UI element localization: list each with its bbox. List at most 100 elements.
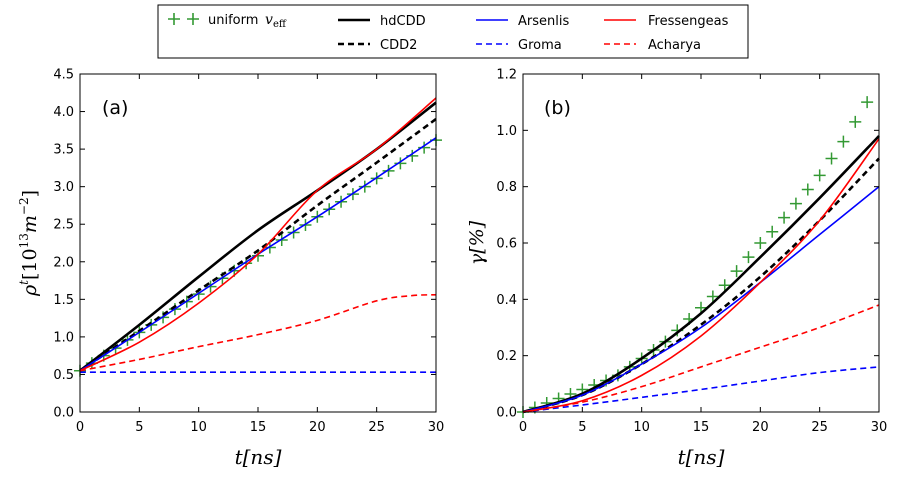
- legend-label-fressengeas: Fressengeas: [648, 14, 729, 29]
- legend-entry-fressengeas: Fressengeas: [604, 14, 729, 29]
- panel-a-xlabel: t[ns]: [235, 445, 282, 469]
- legend-entry-acharya: Acharya: [604, 38, 701, 53]
- panel-a-series-fressengeas: [79, 97, 437, 372]
- panel-b-ticks: 0 5 10 15 20 25 30 0.0 0.2 0.4 0.6 0.8 1.0 1.2: [496, 68, 887, 436]
- panel-b-series-uniform-v-eff-point: [849, 115, 862, 128]
- panel-a-series-hdcdd: [79, 101, 437, 372]
- panel-a-label: (a): [102, 97, 128, 119]
- panel-b-series-uniform-v-eff-point: [789, 197, 802, 210]
- panel-b-frame: [522, 73, 880, 413]
- panel-a-ytick-label: 3.0: [53, 180, 74, 195]
- panel-a-xtick-label: 0: [76, 420, 84, 435]
- panel-b-ytick-label: 0.0: [496, 406, 517, 421]
- panel-a-ticks: 0 5 10 15 20 25 30 0.0 0.5 1.0 1.5 2.0 2.5 3.0 3.5 4.0 4…: [53, 68, 444, 436]
- panel-b-series-hdcdd: [522, 135, 880, 414]
- panel-a-ytick-label: 1.5: [53, 293, 74, 308]
- panel-a-series-uniform-v-eff-point: [358, 180, 371, 193]
- panel-b-series-arsenlis: [522, 186, 880, 413]
- chart-panel-b: 0 5 10 15 20 25 30 0.0 0.2 0.4 0.6 0.8 1.0 1.2 (b) t[…: [466, 68, 887, 470]
- panel-a-series-cdd2: [79, 118, 437, 372]
- panel-b-series-uniform-v-eff-point: [718, 279, 731, 292]
- panel-b-series-uniform-v-eff-point: [778, 211, 791, 224]
- panel-b-series-uniform-v-eff: [517, 96, 874, 418]
- legend-label-uniform: uniform: [208, 13, 258, 28]
- panel-b-ylabel: γ[%]: [466, 220, 488, 265]
- panel-b-series-uniform-v-eff-point: [801, 183, 814, 196]
- legend-label-groma: Groma: [518, 38, 562, 53]
- panel-b-series-uniform-v-eff-point: [742, 251, 755, 264]
- panel-b-series-uniform-v-eff-point: [825, 152, 838, 165]
- panel-a-series-uniform-v-eff-point: [394, 157, 407, 170]
- panel-a-ylabel: ρt[1013m−2]: [17, 190, 41, 297]
- panel-a-xtick-label: 5: [135, 420, 143, 435]
- panel-b-ytick-label: 1.0: [496, 124, 517, 139]
- panel-a-series: [74, 97, 442, 377]
- panel-a-ytick-label: 3.5: [53, 143, 74, 158]
- panel-b-series-uniform-v-eff-point: [730, 265, 743, 278]
- panel-b-series-acharya: [522, 304, 880, 413]
- panel-a-ytick-label: 4.0: [53, 105, 74, 120]
- panel-b-xtick-label: 20: [752, 420, 769, 435]
- panel-a-ytick-label: 0.0: [53, 406, 74, 421]
- panel-a-ylabel-exp1: 13: [17, 233, 31, 248]
- plus-marker-icon: [168, 13, 199, 25]
- legend-entry-arsenlis: Arsenlis: [476, 14, 569, 29]
- panel-b-series-fressengeas: [522, 138, 880, 413]
- panel-a-ytick-label: 4.5: [53, 68, 74, 83]
- legend-entry-uniform: uniform v eff: [168, 12, 287, 30]
- panel-a-ylabel-open: [10: [19, 248, 41, 280]
- panel-b-label: (b): [544, 97, 571, 119]
- legend-entry-cdd2: CDD2: [338, 38, 417, 53]
- panel-a-series-acharya: [79, 294, 437, 372]
- panel-a-ytick-label: 2.0: [53, 255, 74, 270]
- panel-a-ytick-label: 0.5: [53, 368, 74, 383]
- panel-a-ytick-label: 2.5: [53, 218, 74, 233]
- panel-a-ylabel-sym: ρ: [19, 284, 41, 297]
- panel-a-ytick-label: 1.0: [53, 330, 74, 345]
- panel-b-ytick-label: 0.4: [496, 293, 517, 308]
- panel-b-xtick-label: 25: [811, 420, 828, 435]
- legend-label-acharya: Acharya: [648, 38, 701, 53]
- legend-label-cdd2: CDD2: [380, 38, 417, 53]
- panel-a-xtick-label: 20: [309, 420, 326, 435]
- legend-label-uniform-math: v: [265, 12, 273, 28]
- panel-b-ytick-label: 0.8: [496, 180, 517, 195]
- panel-a-xtick-label: 25: [368, 420, 385, 435]
- panel-a-xtick-label: 30: [428, 420, 445, 435]
- legend-entry-hdcdd: hdCDD: [338, 14, 426, 29]
- panel-b-ytick-label: 1.2: [496, 68, 517, 83]
- panel-b-xtick-label: 5: [578, 420, 586, 435]
- legend: uniform v eff hdCDD CDD2 Arsenlis Groma …: [157, 4, 749, 59]
- panel-b-series-uniform-v-eff-point: [861, 96, 874, 109]
- panel-b-series-uniform-v-eff-point: [813, 169, 826, 182]
- panel-a-xtick-label: 10: [190, 420, 207, 435]
- panel-a-ylabel-close: ]: [19, 190, 41, 197]
- panel-b-series-uniform-v-eff-point: [706, 290, 719, 303]
- panel-b-xtick-label: 10: [633, 420, 650, 435]
- legend-label-arsenlis: Arsenlis: [518, 14, 569, 29]
- panel-b-series-uniform-v-eff-point: [754, 237, 767, 249]
- panel-a-ylabel-unit: m: [19, 215, 41, 233]
- panel-a-ylabel-exp2: −2: [17, 197, 31, 215]
- panel-b-series-uniform-v-eff-point: [766, 225, 779, 238]
- panel-b-xtick-label: 15: [693, 420, 710, 435]
- panel-a-xtick-label: 15: [250, 420, 267, 435]
- legend-frame: [157, 4, 749, 59]
- panel-b-series-uniform-v-eff-point: [837, 135, 850, 148]
- legend-label-uniform-sub: eff: [273, 19, 287, 30]
- panel-b-ytick-label: 0.6: [496, 237, 517, 252]
- panel-a-series-uniform-v-eff-point: [382, 164, 395, 177]
- legend-label-hdcdd: hdCDD: [380, 14, 426, 29]
- panel-b-series-cdd2: [522, 157, 880, 414]
- panel-b-xtick-label: 0: [519, 420, 527, 435]
- chart-panel-a: 0 5 10 15 20 25 30 0.0 0.5 1.0 1.5 2.0 2.5 3.0 3.5 4.0 4…: [17, 68, 444, 470]
- svg-text:ρt[1013m−2]: ρt[1013m−2]: [17, 190, 41, 297]
- panel-b-xtick-label: 30: [871, 420, 888, 435]
- panel-a-ylabel-sup: t: [17, 280, 31, 285]
- panel-a-frame: [79, 73, 437, 413]
- panel-b-xlabel: t[ns]: [678, 445, 725, 469]
- panel-b-ytick-label: 0.2: [496, 349, 517, 364]
- legend-swatch-uniform: [168, 13, 199, 25]
- panel-b-series: [517, 96, 880, 418]
